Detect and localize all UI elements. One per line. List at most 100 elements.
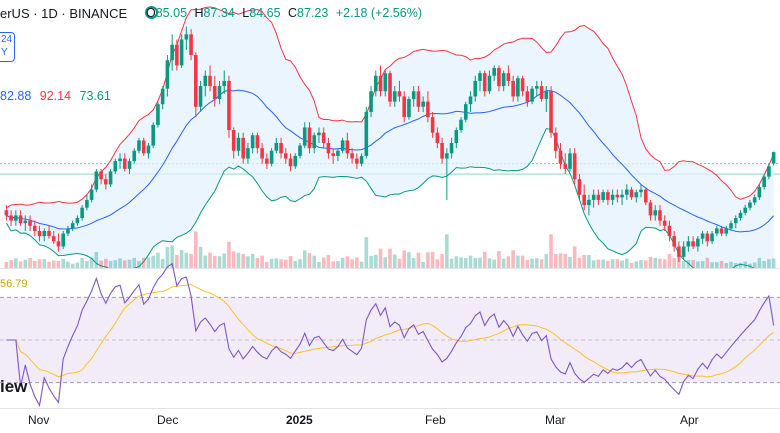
volume-bar	[549, 234, 553, 268]
candle-body	[539, 86, 544, 100]
candle-body	[738, 212, 743, 219]
volume-bar	[260, 255, 264, 268]
candle	[184, 26, 189, 50]
candle-body	[748, 202, 752, 208]
candle-body	[9, 215, 13, 221]
candle-body	[80, 207, 84, 219]
volume-bar	[696, 261, 700, 268]
candle	[14, 210, 18, 226]
candle-body	[104, 179, 108, 185]
candle	[506, 65, 511, 87]
bb-fill	[6, 6, 774, 268]
candle	[141, 137, 146, 156]
candle-body	[160, 88, 165, 105]
candle-body	[544, 91, 549, 100]
candle	[156, 101, 160, 128]
candle-body	[99, 171, 103, 180]
volume-bar	[748, 263, 752, 268]
volume-bar	[189, 254, 193, 268]
candle-body	[47, 230, 51, 237]
candle	[752, 194, 757, 206]
candle-body	[696, 238, 700, 247]
volume-bar	[9, 260, 13, 268]
volume-bar	[601, 259, 605, 268]
candle	[189, 29, 193, 61]
volume-bar	[198, 246, 203, 268]
candle	[662, 215, 667, 231]
candle	[568, 148, 572, 172]
volume-bar	[66, 261, 70, 268]
candle-body	[170, 44, 174, 61]
volume-bar	[397, 258, 402, 268]
candle	[345, 132, 350, 159]
volume-bar	[459, 257, 463, 268]
candle-body	[516, 78, 520, 97]
candle	[686, 236, 691, 252]
candle	[563, 153, 568, 175]
candle	[388, 70, 392, 107]
volume-bar	[326, 255, 331, 268]
candle-body	[165, 60, 170, 89]
volume-bar	[321, 257, 326, 268]
volume-bar	[530, 258, 534, 268]
candle-body	[511, 80, 515, 97]
candle	[94, 168, 99, 193]
candle-body	[397, 91, 402, 97]
candle	[648, 199, 653, 221]
candle	[146, 143, 151, 159]
candle-body	[331, 153, 335, 156]
volume-bar	[629, 262, 634, 268]
candle	[743, 205, 748, 216]
volume-bar	[364, 237, 369, 268]
volume-bar	[317, 261, 321, 268]
candle-body	[203, 75, 208, 87]
candle-body	[643, 189, 648, 203]
volume-bar	[47, 261, 51, 268]
symbol-title[interactable]: erUS · 1D · BINANCE	[0, 6, 128, 21]
candle-body	[89, 189, 94, 200]
volume-bar	[648, 256, 653, 268]
candle	[729, 220, 733, 231]
candle-body	[710, 233, 714, 242]
candle-body	[449, 143, 454, 154]
candle	[137, 137, 141, 154]
candle	[241, 132, 245, 164]
volume-bar	[345, 256, 350, 268]
candle-body	[94, 171, 99, 190]
candle	[459, 117, 463, 133]
candle	[653, 205, 658, 221]
volume-bar	[411, 258, 416, 268]
candle-body	[430, 117, 435, 133]
candle	[482, 70, 487, 97]
candle-body	[549, 91, 553, 133]
volume-bars	[4, 231, 776, 268]
candle-body	[752, 197, 757, 203]
candle-body	[217, 86, 222, 100]
candle	[577, 174, 582, 200]
candle	[492, 65, 496, 81]
volume-bar	[454, 256, 459, 268]
volume-bar	[430, 251, 435, 268]
candle-body	[18, 215, 23, 224]
candle-body	[582, 194, 586, 206]
market-status-icon	[144, 6, 158, 19]
candle-body	[61, 233, 66, 247]
change-value: +2.18 (+2.56%)	[335, 6, 422, 20]
candle-body	[212, 86, 217, 100]
candle	[421, 96, 425, 112]
candle-body	[411, 91, 416, 100]
candle-body	[156, 104, 160, 125]
volume-bar	[350, 259, 354, 268]
volume-bar	[170, 245, 174, 268]
volume-bar	[511, 250, 515, 268]
candle-body	[596, 194, 601, 200]
timeframe-badge[interactable]: 24 Y	[0, 32, 15, 62]
candle-body	[288, 158, 293, 167]
volume-bar	[421, 261, 425, 268]
candle	[373, 70, 378, 97]
volume-bar	[212, 255, 217, 268]
candle	[762, 174, 766, 190]
volume-bar	[482, 251, 487, 268]
candle	[217, 80, 222, 105]
